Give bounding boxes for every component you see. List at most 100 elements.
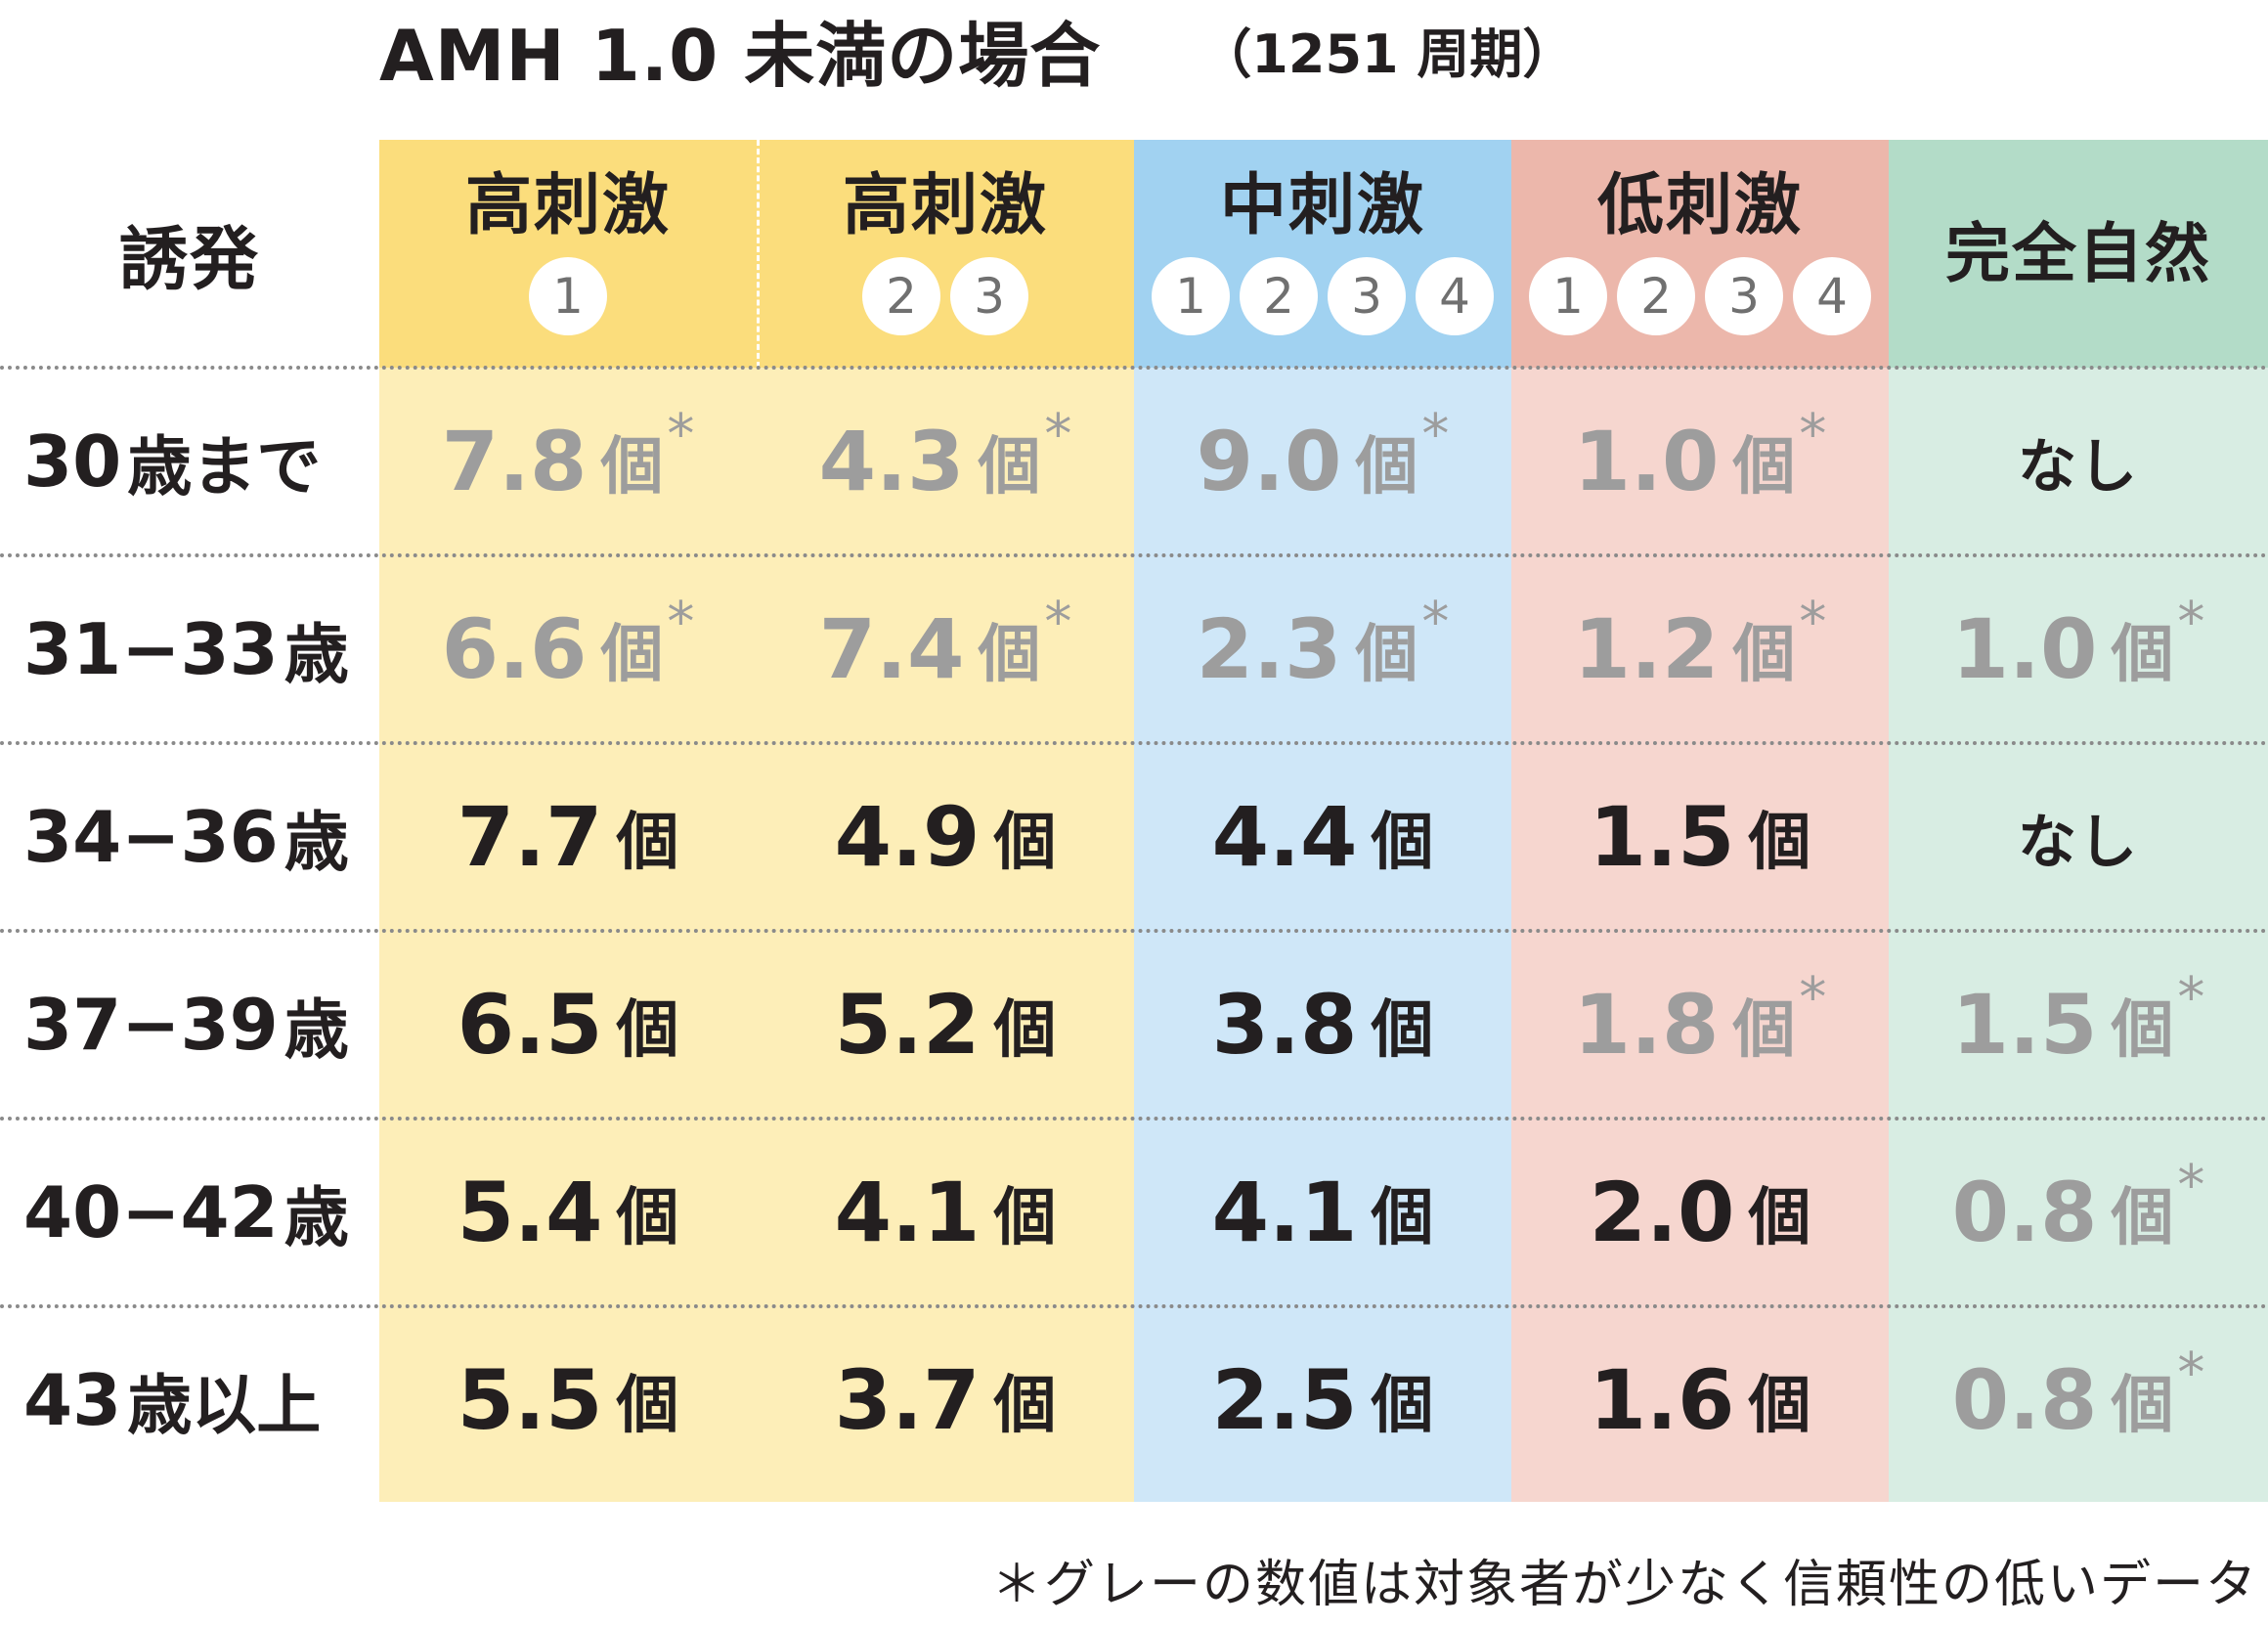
- table-cell: 6.6 個 *: [379, 555, 757, 743]
- table-cell: 3.7 個: [757, 1306, 1134, 1494]
- column-header-label: 中刺激: [1219, 166, 1425, 244]
- table-cell: 2.0 個: [1511, 1119, 1889, 1306]
- age-number: 34−36: [23, 796, 279, 878]
- cell-value: 7.7: [457, 789, 603, 885]
- row-age-label: 31−33 歳: [23, 555, 349, 743]
- cell-value: 1.0: [1951, 601, 2098, 697]
- cell-unit: 個: [616, 807, 679, 879]
- age-suffix: 歳まで: [127, 429, 322, 505]
- age-number: 40−42: [23, 1171, 279, 1253]
- protocol-number-badge: 3: [1705, 256, 1783, 335]
- age-number: 43: [23, 1359, 122, 1441]
- column-header: 完全自然: [1889, 140, 2268, 368]
- row-separator: [0, 553, 2268, 557]
- cell-unit: 個: [1371, 807, 1434, 879]
- cell-value: 4.1: [1211, 1165, 1358, 1260]
- cell-value: 2.3: [1196, 601, 1342, 697]
- cell-unit: 個: [600, 431, 664, 504]
- row-separator: [0, 741, 2268, 745]
- column-header: 低刺激 1 2 3 4: [1511, 140, 1889, 368]
- row-age-label: 34−36 歳: [23, 743, 349, 931]
- table-cell: 5.2 個: [757, 931, 1134, 1119]
- table-cell: 7.7 個: [379, 743, 757, 931]
- table-cell: 2.5 個: [1134, 1306, 1511, 1494]
- table-cell: 1.2 個 *: [1511, 555, 1889, 743]
- chart-subtitle: （1251 周期）: [1199, 22, 1576, 85]
- table-cell: 4.1 個: [1134, 1119, 1511, 1306]
- table-cell: 5.5 個: [379, 1306, 757, 1494]
- protocol-number-badge: 1: [529, 256, 607, 335]
- table-cell: なし: [1889, 368, 2268, 555]
- age-number: 37−39: [23, 984, 279, 1066]
- cell-value: 7.8: [441, 414, 588, 509]
- column-divider: [757, 140, 760, 368]
- low-reliability-mark: *: [2177, 1341, 2205, 1405]
- cell-value: 2.5: [1211, 1352, 1358, 1448]
- table-cell: 0.8 個 *: [1889, 1306, 2268, 1494]
- cell-unit: 個: [1732, 994, 1796, 1067]
- protocol-badges: 1: [529, 256, 607, 335]
- cell-unit: 個: [978, 619, 1041, 691]
- cell-value: 0.8: [1951, 1352, 2098, 1448]
- corner-label: 誘発: [119, 219, 260, 299]
- column-header-label: 高刺激: [842, 166, 1048, 244]
- protocol-number-badge: 3: [950, 256, 1028, 335]
- cell-value: 6.6: [441, 601, 588, 697]
- cell-value: 5.2: [834, 977, 981, 1073]
- cell-unit: 個: [1748, 1182, 1811, 1254]
- table-cell: 7.8 個 *: [379, 368, 757, 555]
- table-cell: 7.4 個 *: [757, 555, 1134, 743]
- low-reliability-mark: *: [1799, 403, 1827, 466]
- row-separator: [0, 1117, 2268, 1121]
- table-cell: 5.4 個: [379, 1119, 757, 1306]
- cell-unit: 個: [1732, 431, 1796, 504]
- protocol-number-badge: 1: [1529, 256, 1607, 335]
- cell-unit: 個: [1371, 1370, 1434, 1442]
- column-header: 高刺激 1: [379, 140, 757, 368]
- low-reliability-mark: *: [1044, 591, 1072, 654]
- cell-value: 9.0: [1196, 414, 1342, 509]
- cell-value: 3.7: [834, 1352, 981, 1448]
- low-reliability-mark: *: [1799, 591, 1827, 654]
- table-cell: 1.8 個 *: [1511, 931, 1889, 1119]
- protocol-number-badge: 4: [1793, 256, 1871, 335]
- row-separator: [0, 1304, 2268, 1308]
- cell-unit: 個: [616, 994, 679, 1067]
- chart-title-block: AMH 1.0 未満の場合 （1251 周期）: [379, 0, 1575, 98]
- cell-unit: 個: [1371, 1182, 1434, 1254]
- low-reliability-mark: *: [1421, 403, 1450, 466]
- table-cell: 1.0 個 *: [1511, 368, 1889, 555]
- low-reliability-mark: *: [2177, 966, 2205, 1030]
- table-cell: 0.8 個 *: [1889, 1119, 2268, 1306]
- low-reliability-mark: *: [667, 591, 695, 654]
- table-cell: なし: [1889, 743, 2268, 931]
- table-cell: 6.5 個: [379, 931, 757, 1119]
- cell-value: 0.8: [1951, 1165, 2098, 1260]
- cell-value: 1.5: [1589, 789, 1735, 885]
- table-cell: 9.0 個 *: [1134, 368, 1511, 555]
- age-number: 31−33: [23, 608, 279, 690]
- cell-unit: 個: [1732, 619, 1796, 691]
- cell-unit: 個: [993, 994, 1057, 1067]
- column-header-label: 低刺激: [1596, 166, 1803, 244]
- cell-unit: 個: [1355, 619, 1418, 691]
- age-suffix: 歳: [284, 992, 349, 1068]
- cell-value: 5.4: [457, 1165, 603, 1260]
- none-label: なし: [2018, 808, 2139, 877]
- table-cell: 4.1 個: [757, 1119, 1134, 1306]
- row-separator: [0, 929, 2268, 933]
- row-age-label: 37−39 歳: [23, 931, 349, 1119]
- age-suffix: 歳以上: [127, 1368, 322, 1443]
- protocol-number-badge: 3: [1328, 256, 1406, 335]
- cell-value: 4.4: [1211, 789, 1358, 885]
- cell-unit: 個: [616, 1182, 679, 1254]
- cell-unit: 個: [2111, 994, 2174, 1067]
- row-age-label: 43 歳以上: [23, 1306, 321, 1494]
- low-reliability-mark: *: [667, 403, 695, 466]
- table-cell: 1.5 個 *: [1889, 931, 2268, 1119]
- cell-unit: 個: [2111, 619, 2174, 691]
- table-cell: 4.4 個: [1134, 743, 1511, 931]
- cell-value: 2.0: [1589, 1165, 1735, 1260]
